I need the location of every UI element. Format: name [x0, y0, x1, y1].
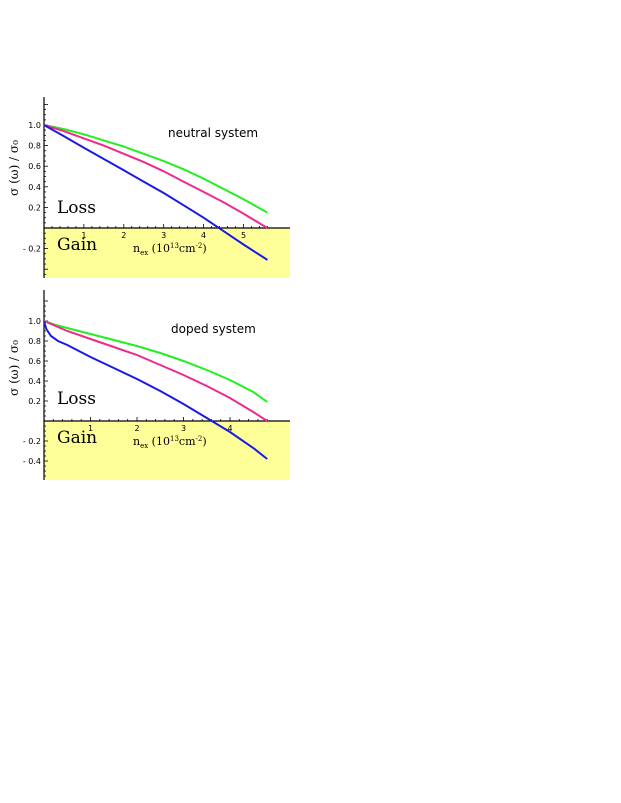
x-tick-label: 2	[134, 424, 139, 433]
gain-label: Gain	[57, 235, 97, 255]
loss-label: Loss	[57, 198, 96, 218]
y-tick-label: 0.2	[28, 203, 41, 212]
x-axis-label-part: 13	[170, 435, 179, 443]
y-tick-label: 0.6	[28, 162, 41, 171]
x-axis-label-part: (10	[148, 242, 170, 255]
series-line-green	[43, 320, 268, 403]
series-line-magenta	[43, 320, 268, 422]
x-axis-label-part: -2	[196, 242, 203, 250]
x-axis-label-part: cm	[179, 242, 196, 255]
gain-region	[44, 228, 290, 278]
y-tick-label: 0.8	[28, 337, 41, 346]
y-tick-label: 0.4	[28, 377, 41, 386]
x-axis-label-part: ex	[140, 249, 148, 257]
y-tick-label: 0.8	[28, 142, 41, 151]
y-tick-label: 0.6	[28, 357, 41, 366]
x-axis-label-part: 13	[170, 242, 179, 250]
x-axis-label-part: n	[133, 435, 140, 448]
annotation-label: neutral system	[168, 126, 258, 140]
chart-panel-1: 1.0 0.8 0.6 0.4 0.2 - 0.2 1 2 3 4 5 neutral system L…	[7, 97, 290, 278]
x-tick-label: 4	[227, 424, 232, 433]
series-line-magenta	[43, 124, 268, 229]
x-axis-label-part: )	[202, 435, 206, 448]
y-tick-label: 0.4	[28, 183, 41, 192]
x-axis-label-part: )	[202, 242, 206, 255]
x-axis-label-part: (10	[148, 435, 170, 448]
y-tick-label: - 0.2	[23, 245, 41, 254]
series-line-blue	[43, 124, 268, 261]
y-tick-label: - 0.2	[23, 437, 41, 446]
series-line-green	[43, 124, 268, 214]
x-tick-label: 3	[181, 424, 186, 433]
x-tick-label: 2	[121, 231, 126, 240]
x-tick-label: 1	[88, 424, 93, 433]
chart-panel-2: 1.0 0.8 0.6 0.4 0.2 - 0.2 - 0.4 1 2 3 4 doped syste…	[7, 290, 290, 480]
x-axis-label-part: cm	[179, 435, 196, 448]
loss-label: Loss	[57, 389, 96, 409]
y-tick-label: - 0.4	[23, 457, 41, 466]
x-tick-label: 3	[161, 231, 166, 240]
annotation-label: doped system	[171, 322, 256, 336]
y-tick-label: 1.0	[28, 317, 41, 326]
x-tick-label: 5	[241, 231, 246, 240]
gain-label: Gain	[57, 428, 97, 448]
x-axis-label-part: -2	[196, 435, 203, 443]
y-tick-label: 0.2	[28, 397, 41, 406]
y-axis-label: σ (ω) / σ₀	[7, 340, 21, 396]
gain-region	[44, 421, 290, 480]
y-tick-label: 1.0	[28, 121, 41, 130]
x-axis-label-part: ex	[140, 442, 148, 450]
x-tick-label: 4	[201, 231, 206, 240]
x-tick-label: 1	[81, 231, 86, 240]
y-axis-label: σ (ω) / σ₀	[7, 140, 21, 196]
x-axis-label: nex (1013cm-2)	[133, 242, 207, 257]
series-line-blue	[43, 320, 268, 460]
x-axis-label-part: n	[133, 242, 140, 255]
x-axis-label: nex (1013cm-2)	[133, 435, 207, 450]
